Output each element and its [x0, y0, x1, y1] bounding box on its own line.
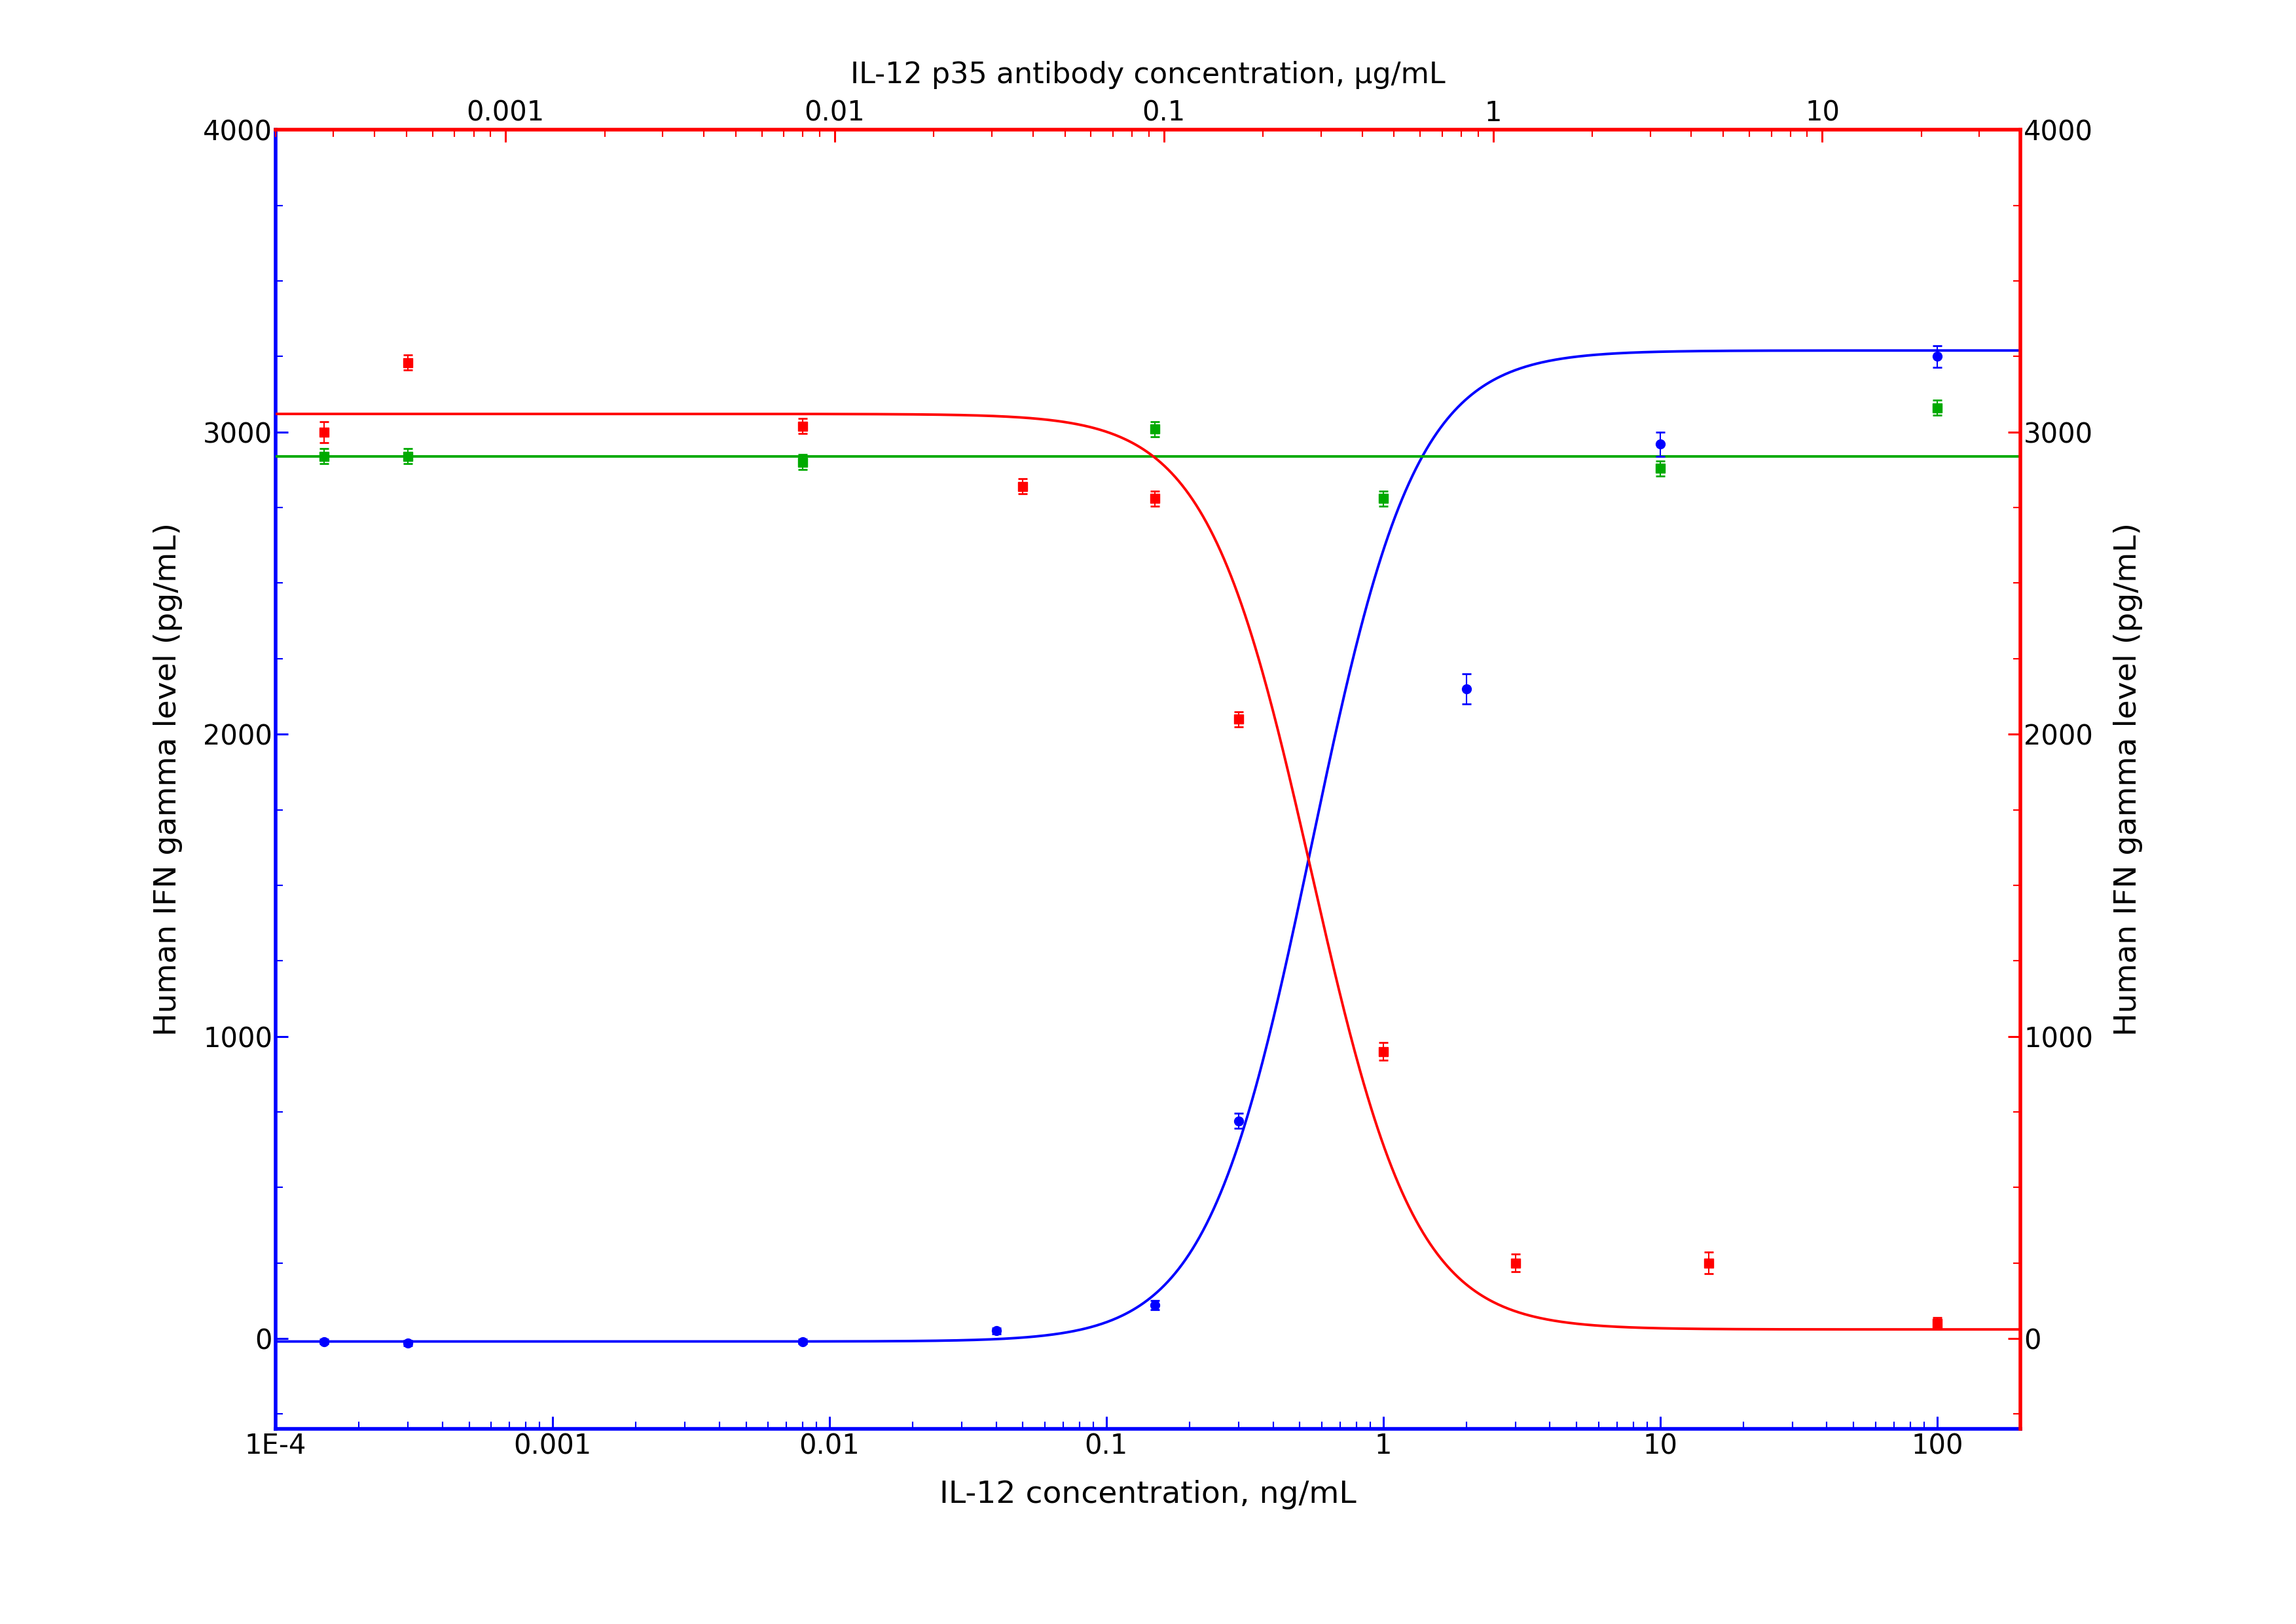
Y-axis label: Human IFN gamma level (pg/mL): Human IFN gamma level (pg/mL): [2112, 523, 2142, 1036]
X-axis label: IL-12 concentration, ng/mL: IL-12 concentration, ng/mL: [939, 1479, 1357, 1509]
Y-axis label: Human IFN gamma level (pg/mL): Human IFN gamma level (pg/mL): [154, 523, 184, 1036]
X-axis label: IL-12 p35 antibody concentration, μg/mL: IL-12 p35 antibody concentration, μg/mL: [850, 60, 1446, 89]
